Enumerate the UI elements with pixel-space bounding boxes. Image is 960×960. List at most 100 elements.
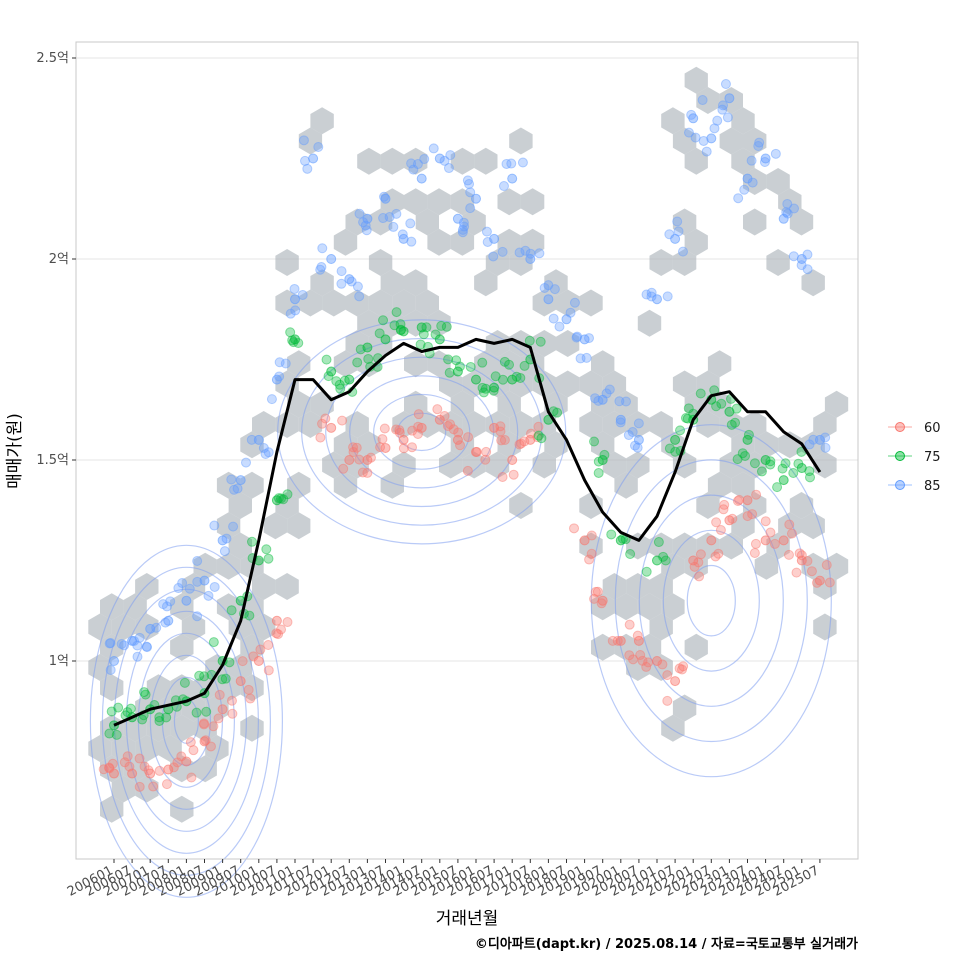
data-point-85 (300, 155, 311, 166)
hexbin-cell (404, 309, 428, 337)
data-point-85 (571, 332, 582, 343)
data-point-75 (760, 455, 771, 465)
data-point-85 (378, 213, 389, 224)
hexbin-cell (591, 431, 615, 459)
hexbin-cell (672, 370, 697, 398)
hexbin-cell (345, 289, 369, 317)
hexbin-cell (801, 269, 825, 297)
data-point-60 (802, 555, 813, 566)
data-point-60 (589, 593, 600, 604)
data-point-85 (412, 159, 423, 170)
data-point-60 (462, 465, 473, 476)
hexbin-cell (228, 654, 252, 681)
density-contour (149, 654, 223, 788)
data-point-85 (802, 264, 813, 275)
hexbin-cell (602, 451, 627, 479)
data-point-60 (796, 555, 807, 566)
data-point-85 (543, 294, 554, 305)
data-point-85 (219, 546, 230, 557)
data-point-60 (98, 764, 109, 775)
data-point-75 (499, 356, 510, 367)
data-point-85 (746, 155, 757, 166)
data-point-60 (533, 421, 544, 432)
data-point-60 (337, 415, 348, 426)
data-point-75 (511, 371, 522, 382)
moving-average-line (113, 337, 822, 727)
data-point-60 (362, 467, 373, 478)
hexbin-cell (614, 633, 638, 661)
hexbin-cell (743, 208, 767, 236)
data-point-60 (432, 404, 443, 415)
hexbin-cell (357, 350, 381, 378)
hexbin-cell (754, 552, 779, 580)
data-point-60 (497, 472, 508, 483)
hexbin-cell (298, 127, 323, 155)
density-contour (686, 564, 736, 637)
hexbin-cell (240, 471, 264, 499)
data-point-60 (390, 424, 401, 435)
data-point-60 (633, 635, 644, 646)
data-point-60 (586, 548, 597, 559)
hexbin-cell (813, 411, 837, 438)
data-point-75 (391, 307, 402, 318)
data-point-60 (760, 516, 771, 527)
data-point-85 (760, 153, 771, 164)
data-point-75 (288, 337, 299, 348)
data-point-85 (677, 246, 688, 257)
data-point-60 (317, 418, 328, 429)
data-point-75 (323, 371, 334, 382)
data-point-85 (181, 595, 192, 606)
data-point-85 (290, 294, 300, 305)
data-point-60 (448, 424, 459, 435)
data-point-85 (457, 224, 468, 235)
data-point-75 (497, 374, 508, 385)
hexbin-cell (216, 674, 241, 702)
data-point-60 (632, 630, 643, 641)
hexbin-cell (333, 431, 358, 459)
hexbin-cell (696, 370, 720, 398)
hexbin-cell (719, 87, 743, 114)
data-point-85 (514, 247, 525, 258)
data-point-85 (258, 443, 269, 454)
data-point-60 (273, 629, 284, 640)
data-point-75 (436, 320, 447, 331)
hexbin-cell (649, 532, 673, 560)
hexbin-cell (649, 654, 673, 681)
data-point-75 (395, 325, 406, 336)
hexbin-cell (158, 694, 182, 722)
hexbin-cell (544, 390, 568, 418)
density-contour (89, 544, 283, 898)
data-point-75 (756, 466, 767, 477)
y-axis-ticks: 1억 1.5억 2억 2.5억 (36, 51, 76, 669)
data-point-75 (675, 425, 686, 436)
hexbin-cell (462, 411, 486, 438)
hexbin-cell (216, 512, 241, 540)
data-point-75 (732, 454, 743, 465)
hexbin-cell (509, 411, 533, 438)
data-point-75 (599, 449, 610, 460)
data-point-60 (495, 421, 506, 432)
data-point-85 (569, 297, 580, 308)
hexbin-cell (100, 714, 124, 742)
data-point-60 (526, 428, 537, 439)
data-point-60 (628, 654, 639, 665)
data-point-60 (732, 496, 743, 507)
data-point-85 (209, 520, 220, 531)
hexbin-cell (497, 390, 521, 418)
data-point-85 (315, 264, 326, 275)
data-point-75 (742, 434, 753, 445)
data-point-60 (263, 639, 274, 650)
data-point-75 (226, 605, 237, 616)
data-point-85 (151, 622, 162, 633)
data-point-75 (606, 529, 617, 540)
hexbin-cell (100, 593, 124, 621)
data-point-85 (173, 583, 184, 594)
x-axis-title: 거래년월 (436, 909, 499, 929)
data-point-60 (354, 454, 365, 465)
data-point-60 (607, 635, 618, 646)
data-point-85 (192, 555, 203, 566)
data-point-75 (471, 374, 481, 385)
data-point-60 (706, 535, 717, 546)
data-point-75 (374, 328, 385, 339)
hexbin-cell (672, 532, 697, 560)
